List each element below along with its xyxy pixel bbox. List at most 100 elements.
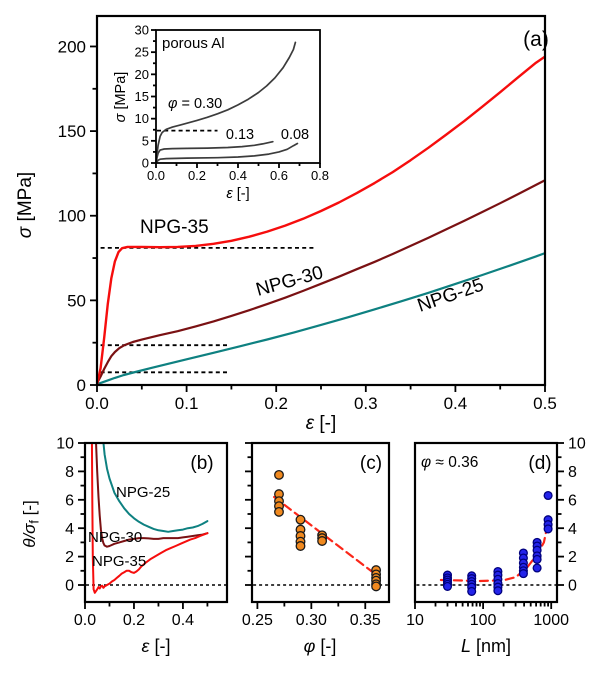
data-point xyxy=(371,581,382,592)
inset-label-phi008: 0.08 xyxy=(281,127,309,143)
tick-label: 0.2 xyxy=(123,612,145,629)
inset-curve-phi008 xyxy=(155,142,299,164)
tick-label: 0.1 xyxy=(175,394,199,413)
tick-label: 0 xyxy=(568,578,577,595)
panel-b-y-axis-title: θ/σf [-] xyxy=(20,500,42,548)
panel-b-frame xyxy=(83,441,229,604)
curve-label-npg-25: NPG-25 xyxy=(415,275,487,317)
panel-d-data-points xyxy=(442,490,553,596)
inset-x-axis-title: ε [-] xyxy=(226,186,249,202)
panel-d-y-axis: 0 2 4 6 8 10 xyxy=(557,436,586,595)
data-point xyxy=(317,536,328,546)
panel-c-frame xyxy=(250,441,391,604)
panel-a-inset: 0.0 0.2 0.4 0.6 0.8 0 5 10 15 20 25 30 porous Al ε… xyxy=(113,20,330,205)
inset-curve-phi013 xyxy=(155,140,274,164)
tick-label: 150 xyxy=(58,122,86,141)
panel-b-letter: (b) xyxy=(190,453,213,474)
panel-c-data-points xyxy=(274,469,382,592)
tick-label: 0 xyxy=(142,156,149,171)
tick-label: 0.0 xyxy=(85,394,109,413)
tick-label: 0.2 xyxy=(188,168,206,183)
inset-y-axis-title: σ [MPa] xyxy=(113,72,129,123)
data-point xyxy=(532,563,542,573)
tick-label: 200 xyxy=(58,37,86,56)
tick-label: 1000 xyxy=(533,612,569,629)
tick-label: 25 xyxy=(135,45,149,60)
data-point xyxy=(274,469,284,480)
curve-npg-35 xyxy=(97,55,545,385)
tick-label: 0.6 xyxy=(270,168,288,183)
panel-b-label-npg-25: NPG-25 xyxy=(116,484,170,501)
tick-label: 10 xyxy=(56,436,74,453)
tick-label: 100 xyxy=(58,207,86,226)
curve-label-npg-35: NPG-35 xyxy=(140,217,209,238)
tick-label: 4 xyxy=(568,521,577,538)
inset-background xyxy=(118,20,330,205)
panel-b-curve-npg-30 xyxy=(95,443,209,548)
data-point xyxy=(442,581,453,591)
panel-b-curve-npg-25 xyxy=(102,443,209,533)
tick-label: 5 xyxy=(142,133,149,148)
tick-label: 0.35 xyxy=(350,612,381,629)
tick-label: 0.30 xyxy=(296,612,327,629)
tick-label: 0 xyxy=(77,376,86,395)
tick-label: 0.8 xyxy=(311,168,329,183)
data-point xyxy=(295,514,306,525)
tick-label: 20 xyxy=(135,67,149,82)
panel-a-x-axis-title: ε [-] xyxy=(306,413,337,434)
inset-label-phi030: φ = 0.30 xyxy=(168,96,222,112)
panel-b-label-npg-30: NPG-30 xyxy=(88,529,142,546)
tick-label: 50 xyxy=(67,291,86,310)
data-point xyxy=(532,554,542,564)
panel-a-y-axis-title: σ [MPa] xyxy=(15,172,36,238)
panel-a-letter: (a) xyxy=(523,28,549,51)
curve-npg-30 xyxy=(97,179,545,385)
tick-label: 2 xyxy=(568,549,577,566)
tick-label: 0.3 xyxy=(354,394,378,413)
inset-label-phi013: 0.13 xyxy=(226,127,254,143)
inset-x-axis: 0.0 0.2 0.4 0.6 0.8 xyxy=(147,163,329,183)
tick-label: 10 xyxy=(406,612,424,629)
tick-label: 0.25 xyxy=(242,612,273,629)
tick-label: 4 xyxy=(65,521,74,538)
panel-d-x-axis: 10 100 1000 xyxy=(406,602,569,629)
tick-label: 0.0 xyxy=(74,612,96,629)
panel-c-y-axis xyxy=(245,442,252,586)
tick-label: 100 xyxy=(470,612,497,629)
data-point xyxy=(543,490,553,501)
panel-d: 10 100 1000 0 2 4 6 8 10 L [nm] (d) φ ≈ 0.36 xyxy=(406,436,586,656)
panel-c-x-axis: 0.25 0.30 0.35 xyxy=(242,602,381,629)
inset-title: porous Al xyxy=(162,35,225,52)
panel-b-plot-area xyxy=(86,443,226,594)
panel-b-label-npg-35: NPG-35 xyxy=(92,553,146,570)
tick-label: 30 xyxy=(135,23,149,38)
panel-d-x-axis-title: L [nm] xyxy=(461,636,511,656)
tick-label: 6 xyxy=(65,492,74,509)
data-point xyxy=(467,586,477,596)
panel-a-x-axis: 0.0 0.1 0.2 0.3 0.4 0.5 xyxy=(85,385,557,413)
curve-npg-25 xyxy=(97,252,545,385)
tick-label: 0.4 xyxy=(444,394,468,413)
tick-label: 0.5 xyxy=(533,394,557,413)
data-point xyxy=(518,569,528,579)
panel-a-y-axis: 0 50 100 150 200 xyxy=(58,37,97,395)
tick-label: 0.4 xyxy=(229,168,247,183)
tick-label: 8 xyxy=(65,464,74,481)
panel-a-plot-area xyxy=(97,55,545,385)
panel-b-y-axis: 0 2 4 6 8 10 xyxy=(56,436,85,595)
panel-b-x-axis-title: ε [-] xyxy=(142,636,171,656)
data-point xyxy=(295,541,306,551)
panel-b: 0.0 0.2 0.4 0 2 4 6 8 10 ε [-] θ/σf [-] (b) NPG… xyxy=(20,436,229,656)
data-point xyxy=(543,524,553,534)
tick-label: 0.4 xyxy=(172,612,194,629)
tick-label: 15 xyxy=(135,89,149,104)
data-point xyxy=(493,586,503,596)
tick-label: 10 xyxy=(568,436,586,453)
tick-label: 8 xyxy=(568,464,577,481)
data-point xyxy=(274,506,284,517)
panel-c: 0.25 0.30 0.35 φ [-] (c) xyxy=(242,441,391,656)
tick-label: 6 xyxy=(568,492,577,509)
